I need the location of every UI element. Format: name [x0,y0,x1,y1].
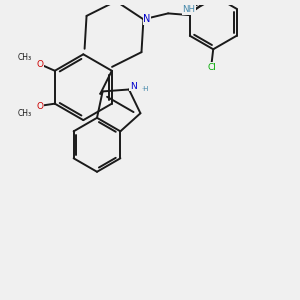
Text: Cl: Cl [207,63,216,72]
Text: CH₃: CH₃ [17,53,32,62]
Text: NH: NH [182,5,195,14]
Text: N: N [143,14,151,24]
Text: ·H: ·H [141,85,148,91]
Text: O: O [37,102,44,111]
Text: N: N [130,82,137,91]
Text: O: O [37,61,44,70]
Text: CH₃: CH₃ [17,110,32,118]
